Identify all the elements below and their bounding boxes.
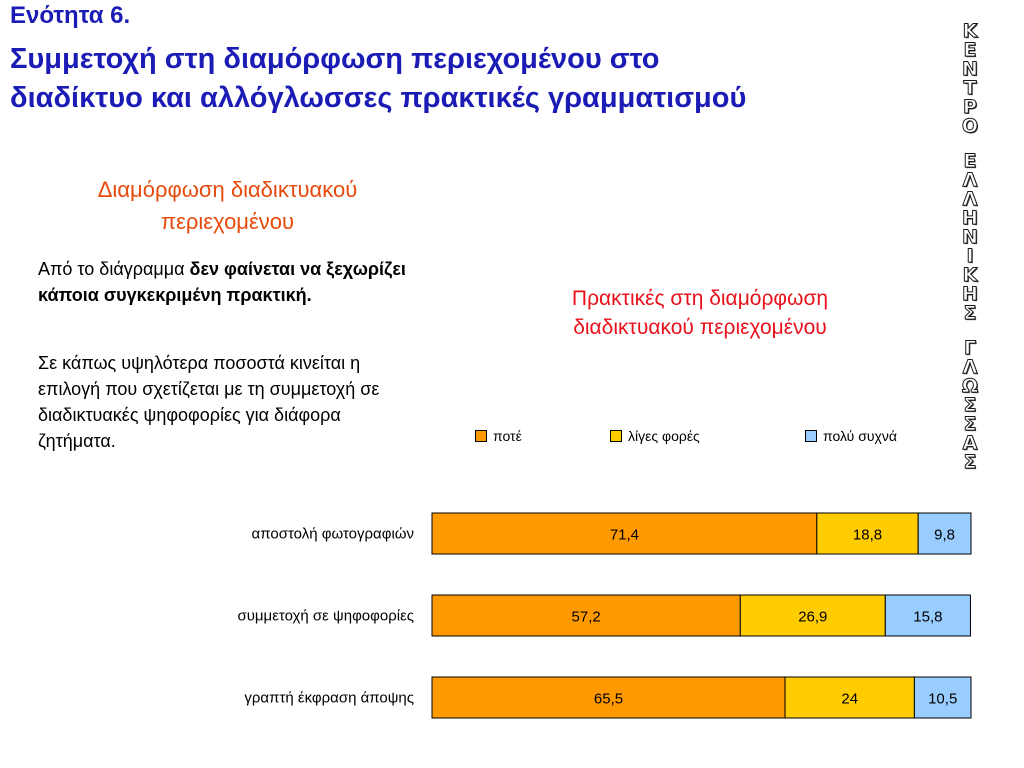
side-heading-line2: περιεχομένου: [160, 209, 295, 234]
legend-label: λίγες φορές: [628, 428, 700, 444]
vertical-brand-letter: Η: [962, 207, 979, 229]
legend-swatch: [805, 430, 817, 442]
page-title: Συμμετοχή στη διαμόρφωση περιεχομένου στ…: [10, 40, 910, 118]
data-label: 15,8: [913, 609, 942, 626]
page-title-line2: διαδίκτυο και αλλόγλωσσες πρακτικές γραμ…: [10, 82, 747, 114]
data-label: 26,9: [798, 609, 827, 626]
data-label: 24: [841, 691, 858, 708]
vertical-brand-letter: Η: [962, 283, 979, 305]
category-label: γραπτή έκφραση άποψης: [244, 690, 414, 707]
vertical-brand-letter: Λ: [962, 169, 978, 191]
data-label: 10,5: [928, 691, 957, 708]
vertical-brand-letter: Ε: [963, 39, 977, 61]
bar-segment: [784, 676, 915, 719]
vertical-brand-letter: Ν: [962, 58, 979, 80]
bar-segment: [739, 594, 886, 637]
vertical-brand-letter: Λ: [962, 188, 978, 210]
vertical-brand-letter: Λ: [962, 356, 978, 378]
side-heading-line1: Διαμόρφωση διαδικτυακού: [97, 177, 358, 202]
category-label: αποστολή φωτογραφιών: [252, 526, 414, 543]
vertical-brand-letter: Σ: [963, 413, 977, 435]
paragraph-1: Από το διάγραμμα δεν φαίνεται να ξεχωρίζ…: [38, 256, 408, 308]
vertical-brand-letter: Ε: [963, 150, 977, 172]
paragraph-1-plain: Από το διάγραμμα: [38, 259, 190, 279]
vertical-brand-letter: Σ: [963, 451, 977, 473]
vertical-brand-letter: Κ: [962, 264, 978, 286]
data-label: 9,8: [934, 527, 955, 544]
legend-label: πολύ συχνά: [823, 428, 897, 444]
data-label: 65,5: [594, 691, 623, 708]
legend-label: ποτέ: [493, 428, 522, 444]
vertical-brand-letter: Ρ: [963, 96, 978, 118]
chart-title-line2: διαδικτυακού περιεχομένου: [573, 316, 827, 339]
legend-item: λίγες φορές: [610, 428, 700, 444]
bar-segment: [917, 512, 972, 555]
paragraph-1-bold: δεν φαίνεται να ξεχωρίζει κάποια συγκεκρ…: [38, 259, 406, 305]
bar-segment: [884, 594, 971, 637]
bar-segment: [431, 676, 786, 719]
data-label: 18,8: [853, 527, 882, 544]
legend-item: ποτέ: [475, 428, 522, 444]
vertical-brand-letter: Ι: [966, 245, 974, 267]
bar-segment: [913, 676, 972, 719]
vertical-brand-letter: Σ: [963, 302, 977, 324]
legend-swatch: [610, 430, 622, 442]
data-label: 57,2: [572, 609, 601, 626]
vertical-brand-letter: Γ: [963, 337, 977, 359]
vertical-brand-letter: Α: [962, 432, 978, 454]
chart-legend: ποτέ λίγες φορές πολύ συχνά: [470, 428, 950, 448]
chart-title: Πρακτικές στη διαμόρφωση διαδικτυακού πε…: [470, 284, 930, 342]
side-heading: Διαμόρφωση διαδικτυακού περιεχομένου: [30, 174, 425, 238]
vertical-brand-letter: Ω: [961, 375, 979, 397]
section-number: Ενότητα 6.: [10, 2, 131, 29]
vertical-brand-letter: Ο: [961, 115, 979, 137]
bar-segment: [431, 512, 818, 555]
vertical-brand-letter: Ν: [962, 226, 979, 248]
vertical-brand-letter: Τ: [963, 77, 977, 99]
data-label: 71,4: [610, 527, 639, 544]
vertical-brand-letter: Κ: [962, 20, 978, 42]
bar-segment: [816, 512, 919, 555]
legend-swatch: [475, 430, 487, 442]
chart-title-line1: Πρακτικές στη διαμόρφωση: [571, 287, 829, 310]
vertical-brand-letter: Σ: [963, 394, 977, 416]
paragraph-2: Σε κάπως υψηλότερα ποσοστά κινείται η επ…: [38, 353, 380, 451]
legend-item: πολύ συχνά: [805, 428, 897, 444]
bar-segment: [431, 594, 741, 637]
page-title-line1: Συμμετοχή στη διαμόρφωση περιεχομένου στ…: [10, 43, 660, 75]
category-label: συμμετοχή σε ψηφοφορίες: [237, 608, 414, 625]
